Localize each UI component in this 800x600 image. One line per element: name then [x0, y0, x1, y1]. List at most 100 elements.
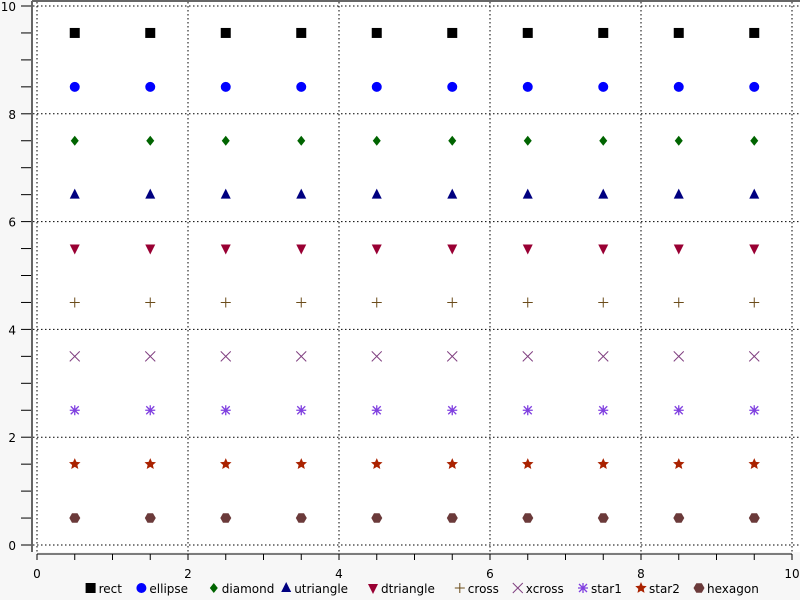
data-point-rect — [749, 27, 760, 38]
data-point-diamond — [146, 135, 155, 146]
data-point-ellipse — [673, 81, 684, 92]
data-point-rect — [447, 27, 458, 38]
data-point-hexagon — [748, 513, 760, 523]
data-point-xcross — [295, 350, 307, 362]
data-point-cross — [69, 297, 80, 308]
data-point-hexagon — [446, 513, 458, 523]
data-point-hexagon — [522, 513, 534, 523]
data-point-diamond — [750, 135, 759, 146]
legend-item-xcross: xcross — [512, 582, 564, 596]
x-tick-label: 0 — [33, 567, 41, 581]
legend-label: rect — [99, 582, 123, 596]
data-point-star1 — [296, 405, 307, 416]
y-tick-label: 0 — [8, 539, 16, 553]
data-point-star1 — [220, 405, 231, 416]
data-point-star1 — [371, 405, 382, 416]
data-point-hexagon — [69, 513, 81, 523]
data-point-xcross — [522, 350, 534, 362]
data-point-rect — [522, 27, 533, 38]
data-point-hexagon — [144, 513, 156, 523]
data-point-dtriangle — [749, 244, 760, 255]
y-tick-label: 4 — [8, 323, 16, 337]
legend-label: utriangle — [294, 582, 348, 596]
data-point-utriangle — [749, 188, 760, 199]
data-point-cross — [673, 297, 684, 308]
data-point-star2 — [673, 458, 685, 469]
data-point-cross — [749, 297, 760, 308]
x-tick-label: 10 — [784, 567, 799, 581]
data-point-star2 — [522, 458, 534, 469]
data-point-utriangle — [69, 188, 80, 199]
legend-item-rect: rect — [85, 582, 123, 596]
data-point-cross — [145, 297, 156, 308]
data-point-utriangle — [296, 188, 307, 199]
data-point-utriangle — [145, 188, 156, 199]
data-point-star1 — [447, 405, 458, 416]
data-point-ellipse — [220, 81, 231, 92]
y-tick-label: 2 — [8, 431, 16, 445]
data-point-cross — [296, 297, 307, 308]
legend: rect ellipse diamond utriangle dtriangle cros… — [85, 582, 759, 596]
data-point-ellipse — [598, 81, 609, 92]
dtriangle-marker-icon — [368, 584, 378, 594]
x-tick-label: 6 — [486, 567, 494, 581]
data-point-ellipse — [296, 81, 307, 92]
data-point-dtriangle — [673, 244, 684, 255]
y-tick-label: 6 — [8, 216, 16, 230]
data-point-ellipse — [69, 81, 80, 92]
data-point-utriangle — [522, 188, 533, 199]
data-point-dtriangle — [598, 244, 609, 255]
legend-label: xcross — [526, 582, 564, 596]
data-point-dtriangle — [220, 244, 231, 255]
data-point-utriangle — [598, 188, 609, 199]
legend-item-hexagon: hexagon — [693, 582, 759, 596]
legend-item-dtriangle: dtriangle — [368, 582, 435, 596]
data-point-diamond — [448, 135, 457, 146]
data-point-utriangle — [673, 188, 684, 199]
data-point-xcross — [673, 350, 685, 362]
data-point-star2 — [446, 458, 458, 469]
data-point-xcross — [748, 350, 760, 362]
legend-label: star2 — [649, 582, 680, 596]
legend-item-ellipse: ellipse — [136, 582, 188, 596]
data-point-rect — [673, 27, 684, 38]
data-point-cross — [371, 297, 382, 308]
legend-label: diamond — [222, 582, 275, 596]
data-point-dtriangle — [69, 244, 80, 255]
legend-label: hexagon — [707, 582, 759, 596]
data-point-star2 — [295, 458, 307, 469]
data-point-ellipse — [749, 81, 760, 92]
hexagon-marker-icon — [693, 583, 705, 593]
data-point-xcross — [220, 350, 232, 362]
star1-marker-icon — [578, 583, 588, 593]
data-point-rect — [296, 27, 307, 38]
legend-item-star1: star1 — [578, 582, 622, 596]
data-point-xcross — [597, 350, 609, 362]
legend-item-diamond: diamond — [209, 582, 275, 596]
data-point-hexagon — [673, 513, 685, 523]
data-point-rect — [145, 27, 156, 38]
data-point-xcross — [69, 350, 81, 362]
data-point-star2 — [748, 458, 760, 469]
data-point-cross — [220, 297, 231, 308]
ellipse-marker-icon — [136, 583, 147, 593]
legend-label: dtriangle — [381, 582, 435, 596]
legend-label: cross — [468, 582, 499, 596]
data-point-dtriangle — [371, 244, 382, 255]
data-point-diamond — [599, 135, 608, 146]
data-point-ellipse — [371, 81, 382, 92]
data-point-xcross — [144, 350, 156, 362]
data-point-star1 — [69, 405, 80, 416]
data-point-diamond — [372, 135, 381, 146]
data-point-diamond — [523, 135, 532, 146]
data-point-xcross — [446, 350, 458, 362]
data-point-utriangle — [220, 188, 231, 199]
data-point-rect — [220, 27, 231, 38]
cross-marker-icon — [454, 583, 465, 593]
data-point-ellipse — [145, 81, 156, 92]
data-point-ellipse — [447, 81, 458, 92]
data-point-hexagon — [597, 513, 609, 523]
data-point-star2 — [69, 458, 81, 469]
rect-marker-icon — [85, 583, 96, 593]
legend-item-utriangle: utriangle — [281, 582, 348, 596]
